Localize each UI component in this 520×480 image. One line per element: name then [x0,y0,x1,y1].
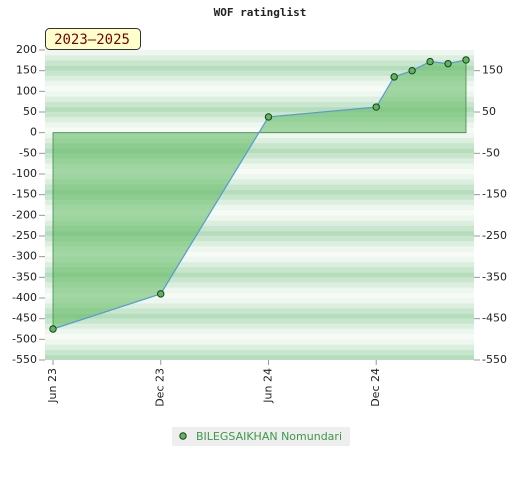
y2-tick-label: -50 [482,146,500,159]
y-tick-label: 0 [30,126,37,139]
y2-tick-label: -150 [482,188,507,201]
y2-tick-label: -350 [482,270,507,283]
legend-marker [179,432,187,440]
data-point [390,73,398,81]
y-tick-label: -50 [19,146,37,159]
y2-tick-label: -250 [482,229,507,242]
y-tick-label: -100 [12,167,37,180]
y2-tick-label: -550 [482,353,507,366]
data-point [462,56,470,64]
period-label: 2023–2025 [54,32,130,48]
data-point [444,59,452,68]
y-tick-label: -250 [12,229,37,242]
y2-tick-label: 50 [482,105,496,118]
data-point [372,103,380,111]
x-tick-label: Dec 24 [369,368,382,407]
data-point [408,66,416,75]
y-tick-label: -350 [12,270,37,283]
chart-title: WOF ratinglist [214,6,307,19]
data-point [49,325,57,333]
x-tick-label: Jun 24 [261,368,274,404]
y-tick-label: -300 [12,250,37,263]
y-tick-label: -450 [12,312,37,325]
y-tick-label: -500 [12,332,37,345]
legend [172,427,350,446]
y-tick-label: 100 [16,84,37,97]
y-tick-label: 200 [16,43,37,56]
y2-tick-label: 150 [482,64,503,77]
y-tick-label: -150 [12,188,37,201]
y-tick-label: -550 [12,353,37,366]
data-point [264,113,273,121]
x-tick-label: Dec 23 [154,368,167,407]
y-tick-label: -200 [12,208,37,221]
data-point [157,290,165,298]
y-tick-label: -400 [12,291,37,304]
y-tick-label: 50 [23,105,37,118]
legend-label: BILEGSAIKHAN Nomundari [196,430,342,443]
y-tick-label: 150 [16,64,37,77]
period-badge [45,28,141,50]
y2-tick-label: -450 [482,312,507,325]
data-point [426,57,434,66]
x-tick-label: Jun 23 [46,368,59,404]
